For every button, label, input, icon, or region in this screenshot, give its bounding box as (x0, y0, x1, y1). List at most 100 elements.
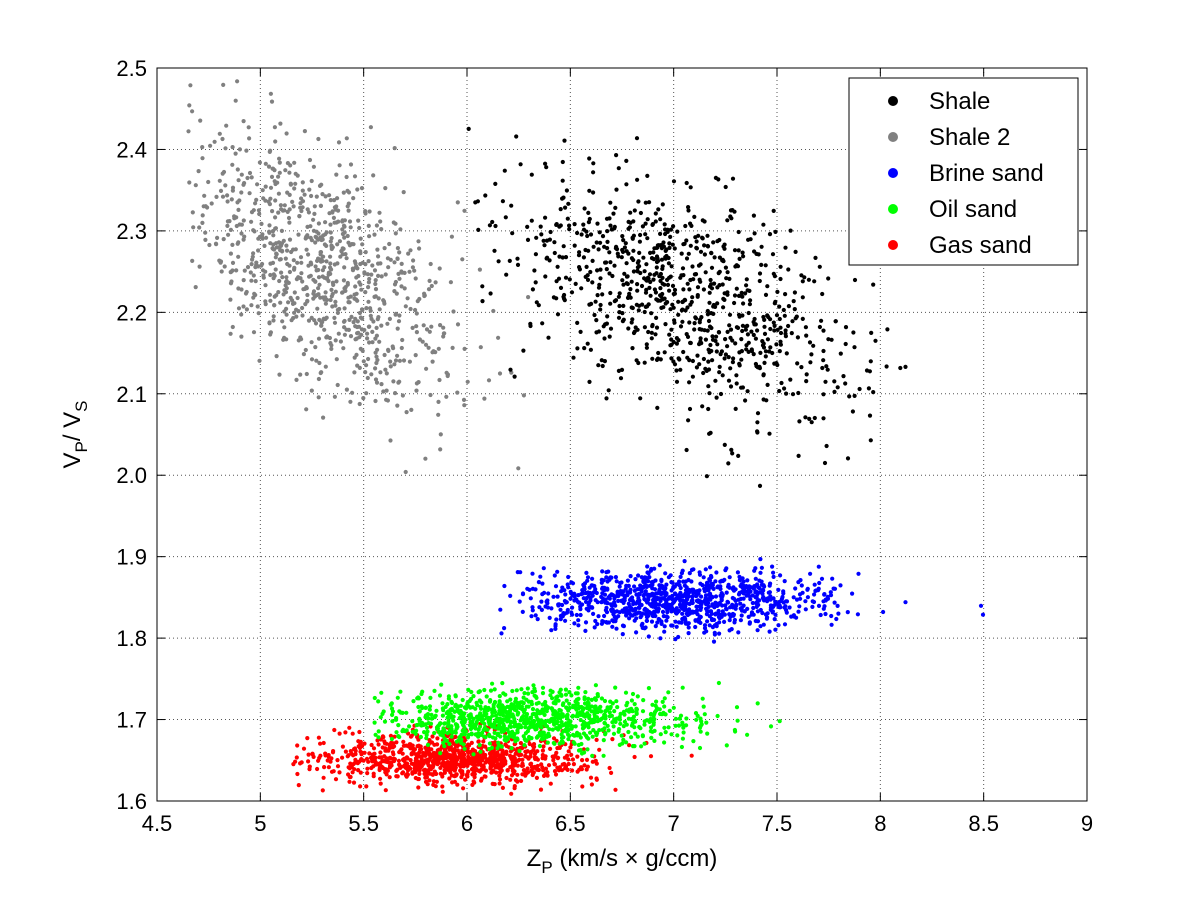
scatter-point (556, 276, 562, 281)
scatter-point (630, 346, 635, 351)
scatter-point (468, 705, 473, 710)
scatter-point (385, 256, 390, 261)
scatter-point (826, 337, 831, 342)
scatter-point (800, 316, 805, 321)
scatter-point (273, 139, 278, 144)
scatter-point (734, 325, 740, 330)
scatter-point (329, 267, 334, 272)
scatter-point (781, 591, 786, 596)
scatter-point (732, 248, 738, 253)
scatter-point (295, 743, 300, 748)
scatter-point (717, 631, 722, 636)
scatter-point (713, 579, 718, 584)
scatter-point (630, 317, 635, 322)
scatter-point (305, 224, 310, 229)
scatter-point (885, 327, 890, 332)
scatter-point (535, 617, 540, 622)
scatter-point (715, 285, 720, 290)
scatter-point (621, 282, 626, 287)
scatter-point (587, 379, 592, 384)
scatter-point (306, 318, 312, 323)
scatter-point (644, 262, 649, 267)
scatter-point (583, 628, 588, 634)
scatter-point (229, 197, 234, 202)
scatter-point (642, 607, 647, 612)
scatter-point (581, 255, 587, 260)
scatter-point (620, 234, 625, 239)
scatter-point (744, 277, 749, 282)
scatter-point (720, 578, 726, 584)
scatter-point (295, 771, 300, 777)
scatter-point (384, 772, 389, 777)
scatter-point (578, 604, 583, 609)
scatter-point (302, 192, 307, 197)
scatter-point (780, 594, 785, 600)
scatter-point (703, 337, 709, 342)
scatter-point (575, 346, 580, 351)
scatter-point (425, 769, 431, 774)
scatter-point (817, 324, 823, 330)
scatter-point (585, 277, 591, 282)
scatter-point (583, 247, 588, 253)
scatter-point (236, 207, 241, 212)
scatter-point (536, 580, 542, 585)
scatter-point (292, 290, 297, 295)
scatter-point (526, 691, 531, 696)
scatter-point (318, 741, 323, 746)
scatter-point (431, 750, 436, 755)
scatter-point (714, 334, 719, 339)
scatter-point (346, 295, 351, 300)
scatter-point (427, 704, 433, 709)
scatter-point (686, 418, 691, 423)
scatter-point (616, 166, 621, 171)
scatter-point (497, 781, 502, 786)
scatter-point (666, 690, 671, 695)
scatter-point (768, 597, 773, 602)
scatter-point (577, 265, 582, 270)
scatter-point (213, 241, 219, 246)
scatter-point (282, 203, 287, 208)
y-tick-label: 1.9 (116, 545, 147, 570)
scatter-point (772, 323, 777, 328)
scatter-point (734, 705, 740, 710)
scatter-point (366, 299, 371, 304)
scatter-point (636, 610, 641, 615)
scatter-point (382, 352, 387, 358)
scatter-point (793, 249, 798, 254)
scatter-point (598, 240, 603, 245)
scatter-point (563, 618, 568, 623)
scatter-point (564, 610, 570, 615)
scatter-point (703, 593, 709, 598)
scatter-point (201, 204, 206, 209)
scatter-point (658, 271, 664, 277)
scatter-point (533, 252, 539, 257)
scatter-point (552, 762, 558, 767)
scatter-point (196, 169, 201, 174)
scatter-point (783, 292, 788, 297)
scatter-point (260, 268, 266, 273)
scatter-point (596, 285, 602, 290)
scatter-point (637, 605, 642, 611)
scatter-point (284, 275, 289, 280)
scatter-point (589, 782, 595, 787)
scatter-point (241, 182, 246, 187)
scatter-point (455, 708, 460, 714)
scatter-point (617, 303, 622, 309)
scatter-point (654, 245, 660, 250)
scatter-point (368, 313, 373, 318)
scatter-point (465, 746, 470, 751)
scatter-point (423, 456, 428, 461)
scatter-point (335, 758, 340, 763)
scatter-point (364, 306, 369, 311)
scatter-point (577, 250, 582, 255)
scatter-point (554, 720, 559, 725)
scatter-point (493, 736, 498, 741)
scatter-point (261, 273, 266, 278)
scatter-point (268, 332, 273, 337)
scatter-point (300, 180, 305, 185)
scatter-point (655, 256, 660, 261)
scatter-point (391, 752, 396, 757)
scatter-point (636, 308, 641, 313)
scatter-point (323, 751, 328, 756)
scatter-point (727, 323, 732, 328)
